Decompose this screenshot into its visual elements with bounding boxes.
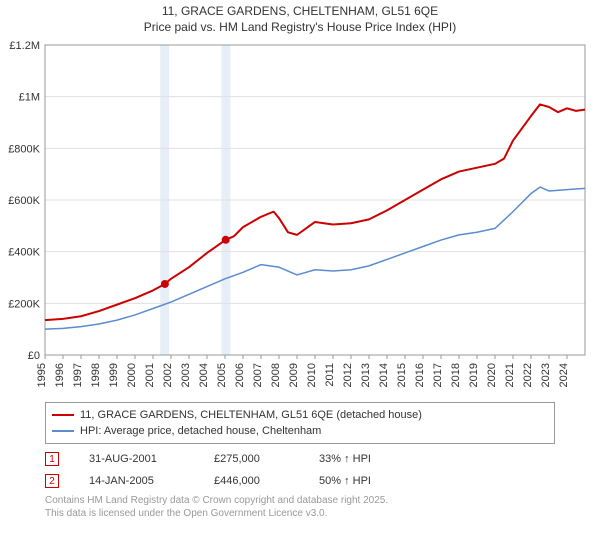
svg-text:2012: 2012	[342, 363, 354, 387]
svg-text:2022: 2022	[522, 363, 534, 387]
svg-text:2007: 2007	[252, 363, 264, 387]
legend-swatch-price	[52, 414, 74, 416]
svg-text:2013: 2013	[360, 363, 372, 387]
legend-row-hpi: HPI: Average price, detached house, Chel…	[52, 423, 548, 439]
svg-text:2018: 2018	[450, 363, 462, 387]
title-line1: 11, GRACE GARDENS, CHELTENHAM, GL51 6QE	[0, 4, 600, 20]
svg-text:£400K: £400K	[8, 247, 40, 259]
svg-text:2003: 2003	[180, 363, 192, 387]
marker-pct-1: 33% ↑ HPI	[319, 453, 371, 465]
price-chart: £0 £200K £400K £600K £800K £1M £1.2M 1995 1996 19…	[0, 35, 600, 400]
svg-text:2001: 2001	[144, 363, 156, 387]
marker-badge-2: 2	[45, 474, 59, 488]
svg-text:1995: 1995	[36, 363, 48, 387]
title-line2: Price paid vs. HM Land Registry's House …	[0, 20, 600, 36]
svg-text:2008: 2008	[270, 363, 282, 387]
svg-text:£800K: £800K	[8, 144, 40, 156]
marker-table: 1 31-AUG-2001 £275,000 33% ↑ HPI 2 14-JA…	[45, 448, 555, 492]
svg-text:2010: 2010	[306, 363, 318, 387]
marker-price-2: £446,000	[214, 475, 289, 487]
svg-text:2004: 2004	[198, 363, 210, 387]
svg-text:£1.2M: £1.2M	[9, 40, 40, 52]
svg-text:2020: 2020	[486, 363, 498, 387]
svg-text:1998: 1998	[90, 363, 102, 387]
legend: 11, GRACE GARDENS, CHELTENHAM, GL51 6QE …	[45, 402, 555, 444]
svg-text:£1M: £1M	[19, 92, 40, 104]
svg-text:2024: 2024	[558, 363, 570, 387]
marker-badge-1: 1	[45, 452, 59, 466]
svg-text:2021: 2021	[504, 363, 516, 387]
svg-text:2023: 2023	[540, 363, 552, 387]
attribution-line2: This data is licensed under the Open Gov…	[45, 507, 555, 520]
svg-text:1997: 1997	[72, 363, 84, 387]
marker-date-2: 14-JAN-2005	[89, 475, 184, 487]
svg-text:2002: 2002	[162, 363, 174, 387]
legend-row-price: 11, GRACE GARDENS, CHELTENHAM, GL51 6QE …	[52, 407, 548, 423]
svg-text:£200K: £200K	[8, 299, 40, 311]
legend-label-price: 11, GRACE GARDENS, CHELTENHAM, GL51 6QE …	[80, 409, 422, 421]
svg-text:1999: 1999	[108, 363, 120, 387]
marker-price-1: £275,000	[214, 453, 289, 465]
legend-swatch-hpi	[52, 430, 74, 432]
svg-text:2000: 2000	[126, 363, 138, 387]
svg-text:2015: 2015	[396, 363, 408, 387]
svg-text:2014: 2014	[378, 363, 390, 387]
chart-title: 11, GRACE GARDENS, CHELTENHAM, GL51 6QE …	[0, 0, 600, 35]
marker-row-1: 1 31-AUG-2001 £275,000 33% ↑ HPI	[45, 448, 555, 470]
svg-text:2016: 2016	[414, 363, 426, 387]
svg-text:2019: 2019	[468, 363, 480, 387]
attribution: Contains HM Land Registry data © Crown c…	[45, 494, 555, 520]
marker-row-2: 2 14-JAN-2005 £446,000 50% ↑ HPI	[45, 470, 555, 492]
marker-date-1: 31-AUG-2001	[89, 453, 184, 465]
legend-label-hpi: HPI: Average price, detached house, Chel…	[80, 425, 321, 437]
svg-text:2009: 2009	[288, 363, 300, 387]
svg-text:2005: 2005	[216, 363, 228, 387]
attribution-line1: Contains HM Land Registry data © Crown c…	[45, 494, 555, 507]
svg-text:1996: 1996	[54, 363, 66, 387]
svg-text:2006: 2006	[234, 363, 246, 387]
marker-pct-2: 50% ↑ HPI	[319, 475, 371, 487]
svg-text:£600K: £600K	[8, 195, 40, 207]
svg-text:2011: 2011	[324, 363, 336, 387]
svg-text:2017: 2017	[432, 363, 444, 387]
svg-text:£0: £0	[28, 350, 40, 362]
